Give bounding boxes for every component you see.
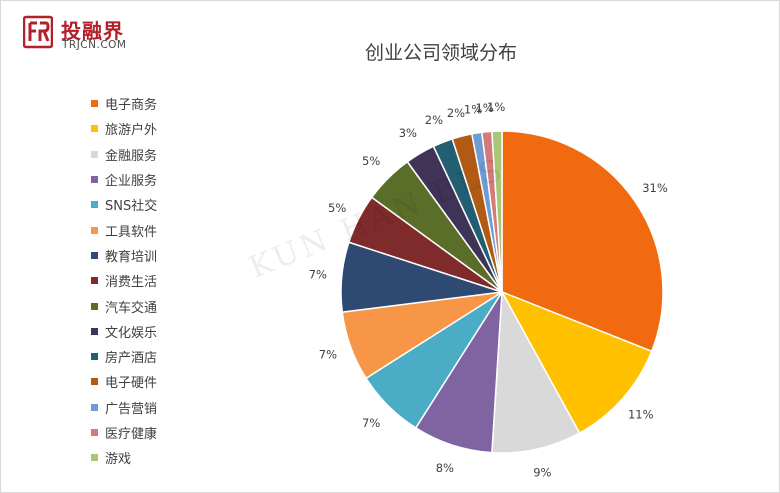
pie-slice	[491, 289, 581, 454]
legend-label: SNS社交	[105, 199, 158, 215]
slice-data-label: 1%	[475, 101, 493, 115]
legend-swatch	[91, 454, 98, 462]
legend-item: 游戏	[91, 445, 241, 470]
legend-swatch	[91, 327, 98, 335]
slice-data-label: 9%	[533, 466, 551, 480]
legend-label: 教育培训	[105, 249, 158, 265]
legend-label: 旅游户外	[105, 123, 158, 139]
legend-swatch	[91, 100, 98, 108]
legend-label: 金融服务	[105, 148, 158, 164]
logo-text-en: TRJCN.COM	[62, 39, 127, 51]
slice-data-label: 3%	[399, 126, 417, 140]
logo: 投融界 TRJCN.COM	[23, 15, 163, 53]
legend-item: 广告营销	[91, 395, 241, 420]
legend-label: 文化娱乐	[105, 325, 158, 341]
legend-item: 医疗健康	[91, 420, 241, 445]
legend-swatch	[91, 150, 98, 158]
legend-swatch	[91, 403, 98, 411]
slice-data-label: 7%	[319, 348, 337, 362]
legend-label: 医疗健康	[105, 427, 158, 442]
legend-label: 消费生活	[105, 275, 158, 291]
legend-item: SNS社交	[91, 192, 241, 217]
slice-data-label: 1%	[487, 100, 505, 114]
legend-swatch	[91, 201, 98, 209]
pie-slice	[501, 130, 664, 353]
legend-item: 电子硬件	[91, 369, 241, 394]
slice-data-label: 11%	[628, 407, 654, 421]
pie-slice	[491, 130, 503, 293]
slice-data-label: 2%	[447, 106, 465, 120]
legend-label: 电子硬件	[105, 376, 158, 392]
legend-item: 金融服务	[91, 142, 241, 167]
logo-mark-icon	[23, 15, 53, 49]
legend-swatch	[91, 251, 98, 259]
legend-label: 房产酒店	[105, 351, 158, 367]
pie-slice	[500, 290, 653, 435]
legend-item: 电子商务	[91, 91, 241, 116]
chart-legend: 电子商务旅游户外金融服务企业服务 SNS社交工具软件教育培训消费生活汽车交通文化娱…	[91, 91, 241, 470]
legend-item: 教育培训	[91, 243, 241, 268]
legend-swatch	[91, 378, 98, 386]
slice-data-label: 5%	[362, 154, 380, 168]
slice-data-label: 5%	[328, 201, 346, 215]
legend-label: 工具软件	[105, 224, 158, 240]
slice-data-label: 1%	[464, 102, 482, 116]
legend-swatch	[91, 125, 98, 133]
legend-label: 电子商务	[105, 98, 158, 114]
legend-item: 文化娱乐	[91, 319, 241, 344]
legend-item: 企业服务	[91, 167, 241, 192]
legend-swatch	[91, 176, 98, 184]
legend-item: 旅游户外	[91, 116, 241, 141]
legend-label: 广告营销	[105, 401, 158, 417]
legend-item: 工具软件	[91, 217, 241, 242]
legend-item: 消费生活	[91, 268, 241, 293]
slice-data-label: 31%	[642, 181, 668, 195]
slice-data-label: 8%	[436, 461, 454, 475]
legend-swatch	[91, 226, 98, 234]
legend-item: 汽车交通	[91, 293, 241, 318]
legend-label: 游戏	[105, 452, 132, 468]
legend-swatch	[91, 302, 98, 310]
chart-title: 创业公司领域分布	[364, 42, 517, 64]
legend-swatch	[91, 277, 98, 285]
legend-item: 房产酒店	[91, 344, 241, 369]
slice-data-label: 7%	[362, 416, 380, 430]
legend-label: 汽车交通	[105, 300, 158, 316]
slice-data-label: 2%	[425, 113, 443, 127]
legend-swatch	[91, 353, 98, 361]
logo-text-cn: 投融界	[61, 19, 124, 43]
slice-data-label: 7%	[309, 268, 327, 282]
legend-swatch	[91, 429, 98, 436]
legend-label: 企业服务	[105, 174, 158, 190]
